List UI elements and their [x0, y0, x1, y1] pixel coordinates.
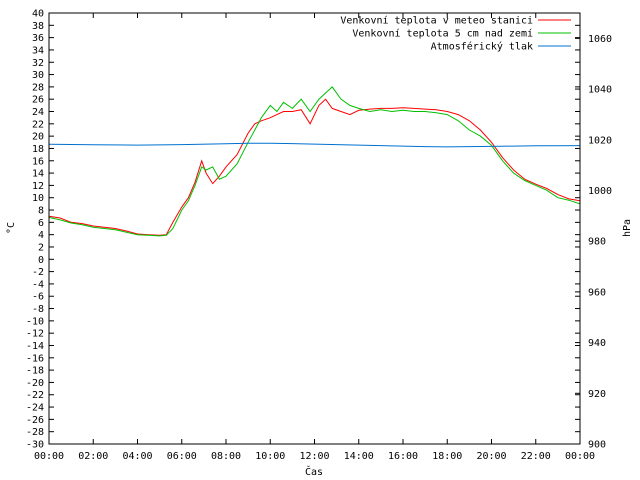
y-left-tick-label: 28 — [32, 82, 44, 93]
x-axis-ticks: 00:00 02:00 04:00 06:00 08:00 10:00 12:00 14:00… — [34, 13, 595, 462]
y-left-tick-label: -14 — [26, 341, 44, 352]
y-right-tick-label: 960 — [588, 287, 606, 298]
y-left-tick-label: 34 — [32, 45, 44, 56]
series-line-3 — [48, 142, 581, 148]
legend-label-1: Venkovní teplota v meteo stanici — [340, 15, 533, 27]
y-axis-left-ticks: -30-28-26-24-22-20-18-16-14-12-10-8-6-4-… — [26, 9, 580, 451]
x-tick-label: 22:00 — [521, 451, 551, 462]
y-left-tick-label: -30 — [26, 440, 44, 451]
x-tick-label: 12:00 — [299, 451, 329, 462]
y-left-tick-label: -20 — [26, 378, 44, 389]
y-left-tick-label: 20 — [32, 132, 44, 143]
y-left-tick-label: -6 — [32, 292, 44, 303]
y-axis-right-ticks: 900 920 940 960 980 1000 1020 1040 1060 — [575, 34, 612, 451]
plot-series — [48, 86, 581, 237]
x-tick-label: 04:00 — [122, 451, 152, 462]
x-axis-label: Čas — [305, 465, 323, 478]
x-tick-label: 20:00 — [476, 451, 506, 462]
y-left-tick-label: 32 — [32, 58, 44, 69]
x-tick-label: 00:00 — [565, 451, 595, 462]
y-right-tick-label: 1040 — [588, 85, 612, 96]
y-left-tick-label: -22 — [26, 390, 44, 401]
legend-label-2: Venkovní teplota 5 cm nad zemí — [352, 28, 533, 40]
y-left-tick-label: 0 — [38, 255, 44, 266]
y-left-tick-label: 40 — [32, 9, 44, 20]
y-left-tick-label: -26 — [26, 415, 44, 426]
x-tick-label: 16:00 — [388, 451, 418, 462]
y-left-tick-label: 36 — [32, 33, 44, 44]
y-left-tick-label: -24 — [26, 403, 44, 414]
series-line-1 — [48, 98, 581, 236]
y-left-tick-label: 10 — [32, 193, 44, 204]
y-left-tick-label: -4 — [32, 279, 44, 290]
legend-label-3: Atmosférický tlak — [431, 41, 533, 53]
y-left-tick-label: -2 — [32, 267, 44, 278]
y-left-tick-label: -8 — [32, 304, 44, 315]
x-tick-label: 02:00 — [78, 451, 108, 462]
y-left-tick-label: 2 — [38, 242, 44, 253]
legend: Venkovní teplota v meteo staniciVenkovní… — [340, 15, 571, 53]
y-left-tick-label: 6 — [38, 218, 44, 229]
y-left-tick-label: 22 — [32, 119, 44, 130]
y-right-tick-label: 1060 — [588, 34, 612, 45]
y-right-tick-label: 1020 — [588, 135, 612, 146]
x-tick-label: 08:00 — [211, 451, 241, 462]
x-tick-label: 06:00 — [167, 451, 197, 462]
y-left-tick-label: -12 — [26, 329, 44, 340]
x-tick-label: 18:00 — [432, 451, 462, 462]
y-left-tick-label: 4 — [38, 230, 44, 241]
y-left-tick-label: -16 — [26, 353, 44, 364]
y-left-tick-label: -10 — [26, 316, 44, 327]
series-line-2 — [48, 86, 581, 237]
x-tick-label: 00:00 — [34, 451, 64, 462]
y-left-tick-label: 18 — [32, 144, 44, 155]
y-left-tick-label: 26 — [32, 95, 44, 106]
y-left-tick-label: -28 — [26, 427, 44, 438]
x-tick-label: 14:00 — [344, 451, 374, 462]
y-left-tick-label: 8 — [38, 206, 44, 217]
x-tick-label: 10:00 — [255, 451, 285, 462]
y-right-tick-label: 920 — [588, 389, 606, 400]
plot-frame — [48, 12, 581, 445]
y-left-tick-label: 16 — [32, 156, 44, 167]
y-axis-right-label: hPa — [622, 219, 633, 237]
y-axis-left-label: °C — [6, 222, 17, 234]
y-right-tick-label: 1000 — [588, 186, 612, 197]
y-left-tick-label: 38 — [32, 21, 44, 32]
y-right-tick-label: 980 — [588, 237, 606, 248]
y-left-tick-label: -18 — [26, 366, 44, 377]
y-left-tick-label: 30 — [32, 70, 44, 81]
y-left-tick-label: 14 — [32, 169, 44, 180]
y-right-tick-label: 940 — [588, 338, 606, 349]
y-left-tick-label: 12 — [32, 181, 44, 192]
y-left-tick-label: 24 — [32, 107, 44, 118]
y-right-tick-label: 900 — [588, 440, 606, 451]
